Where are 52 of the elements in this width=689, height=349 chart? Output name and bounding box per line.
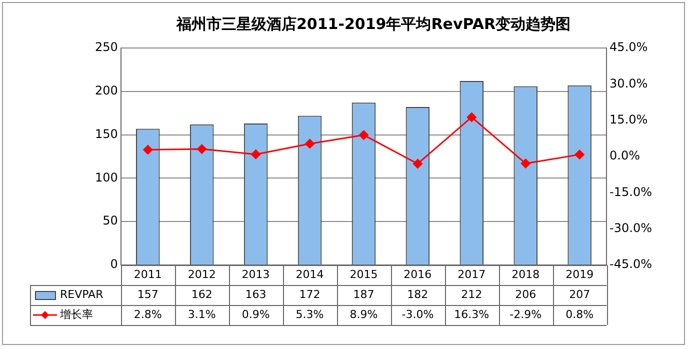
data-label: 162	[191, 288, 212, 301]
point	[466, 112, 476, 122]
point	[520, 158, 530, 168]
x-tick-label: 2016	[404, 268, 432, 281]
data-label: 3.1%	[188, 308, 216, 321]
x-tick-label: 2017	[458, 268, 486, 281]
y2-tick-label: 30.0%	[610, 76, 648, 90]
data-label: 182	[407, 288, 428, 301]
data-label: 172	[299, 288, 320, 301]
data-label: 0.8%	[566, 308, 594, 321]
data-label: 5.3%	[296, 308, 324, 321]
y2-tick-label: 0.0%	[610, 148, 640, 163]
point	[412, 158, 422, 168]
y-tick-label: 50	[102, 214, 118, 228]
y2-tick-label: 45.0%	[610, 40, 648, 54]
y-tick-label: 250	[95, 40, 118, 54]
data-label: 8.9%	[350, 308, 378, 321]
data-label: 187	[353, 288, 374, 301]
data-label: -2.9%	[510, 308, 542, 321]
x-tick-label: 2015	[350, 268, 378, 281]
y-tick-label: 200	[95, 84, 118, 98]
point	[574, 150, 584, 160]
x-tick-label: 2011	[134, 268, 162, 281]
x-tick-label: 2018	[512, 268, 540, 281]
data-label: 207	[569, 288, 590, 301]
data-label: 16.3%	[454, 308, 490, 321]
data-label: 0.9%	[242, 308, 270, 321]
point	[197, 144, 207, 154]
data-label: 2.8%	[134, 308, 162, 321]
y-tick-label: 150	[95, 126, 118, 141]
legend-label: 增长率	[59, 308, 93, 321]
x-tick-label: 2012	[188, 268, 216, 281]
data-label: 212	[461, 288, 482, 301]
point	[358, 130, 368, 140]
y2-tick-label: 15.0%	[610, 112, 648, 126]
y2-tick-label: -30.0%	[610, 220, 652, 235]
y2-tick-label: -45.0%	[610, 257, 652, 272]
y-tick-label: 100	[95, 170, 118, 184]
point	[251, 150, 261, 160]
point	[305, 138, 315, 148]
legend-label: REVPAR	[60, 288, 104, 301]
point	[143, 145, 153, 154]
x-tick-label: 2019	[566, 268, 594, 281]
y2-tick-label: -15.0%	[610, 184, 652, 199]
data-label: 157	[137, 288, 158, 301]
x-tick-label: 2014	[296, 268, 324, 281]
chart-title: 福州市三星级酒店2011-2019年平均RevPAR变动趋势图	[176, 14, 570, 33]
y-tick-label: 0	[110, 257, 118, 272]
data-label: 163	[245, 288, 266, 301]
data-label: 206	[515, 288, 536, 301]
x-tick-label: 2013	[242, 268, 270, 281]
data-label: -3.0%	[402, 308, 434, 321]
